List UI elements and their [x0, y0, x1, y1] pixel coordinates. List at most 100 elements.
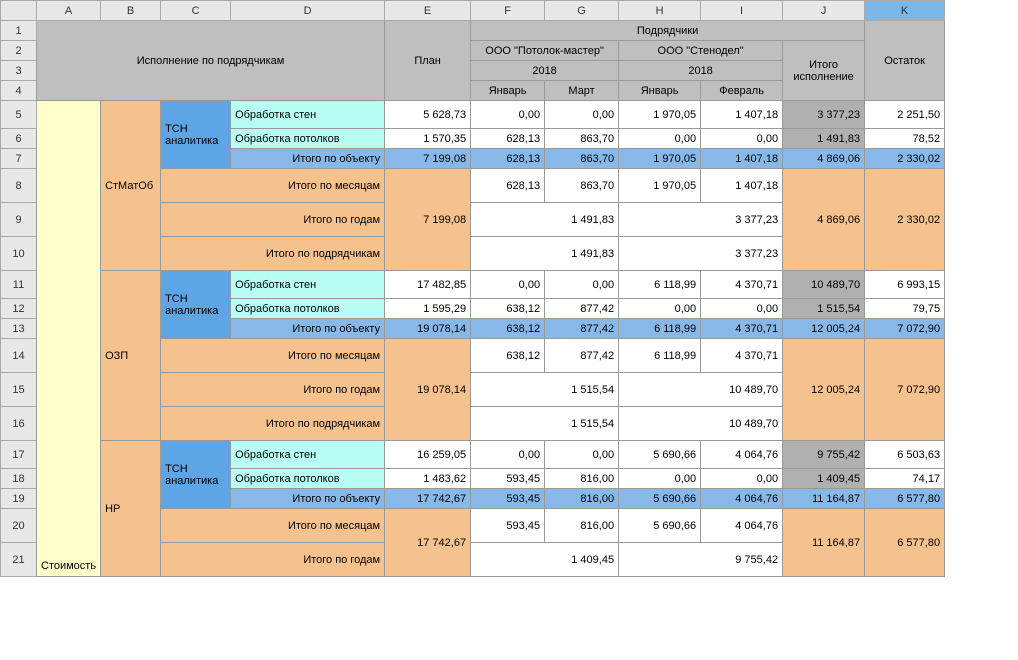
hdr-it-isp[interactable]: Итого исполнение — [783, 41, 865, 101]
hdr-c1[interactable]: ООО "Потолок-мастер" — [471, 41, 619, 61]
cell[interactable]: 4 370,71 — [701, 339, 783, 373]
lbl-it-mes-3[interactable]: Итого по месяцам — [161, 509, 385, 543]
cell[interactable]: 6 118,99 — [619, 271, 701, 299]
cell[interactable]: 0,00 — [619, 299, 701, 319]
cell[interactable]: 10 489,70 — [619, 373, 783, 407]
cell[interactable]: 0,00 — [545, 101, 619, 129]
cell[interactable]: 1 407,18 — [701, 169, 783, 203]
cell[interactable]: 6 577,80 — [865, 489, 945, 509]
row-header[interactable]: 1 — [1, 21, 37, 41]
cell[interactable]: 10 489,70 — [783, 271, 865, 299]
cell[interactable]: 0,00 — [471, 441, 545, 469]
row-header[interactable]: 10 — [1, 237, 37, 271]
col-header-i[interactable]: I — [701, 1, 783, 21]
cell[interactable]: 0,00 — [545, 441, 619, 469]
cell[interactable]: 9 755,42 — [619, 543, 783, 577]
cell[interactable]: 79,75 — [865, 299, 945, 319]
cell[interactable]: 638,12 — [471, 299, 545, 319]
cell[interactable]: 628,13 — [471, 169, 545, 203]
cell[interactable]: 1 409,45 — [471, 543, 619, 577]
col-header-b[interactable]: B — [101, 1, 161, 21]
row-header[interactable]: 7 — [1, 149, 37, 169]
lbl-it-god-1[interactable]: Итого по годам — [161, 203, 385, 237]
cell[interactable]: 4 370,71 — [701, 271, 783, 299]
cell[interactable]: 863,70 — [545, 149, 619, 169]
col-header-f[interactable]: F — [471, 1, 545, 21]
lbl-stmatob[interactable]: СтМатОб — [101, 101, 161, 271]
lbl-it-podr-2[interactable]: Итого по подрядчикам — [161, 407, 385, 441]
cell[interactable]: 1 491,83 — [783, 129, 865, 149]
row-header[interactable]: 20 — [1, 509, 37, 543]
hdr-title[interactable]: Исполнение по подрядчикам — [37, 21, 385, 101]
cell[interactable]: 863,70 — [545, 169, 619, 203]
col-header-j[interactable]: J — [783, 1, 865, 21]
hdr-jan[interactable]: Январь — [471, 81, 545, 101]
cell[interactable]: 7 072,90 — [865, 339, 945, 441]
col-header-h[interactable]: H — [619, 1, 701, 21]
cell[interactable]: 1 515,54 — [783, 299, 865, 319]
cell[interactable]: 1 407,18 — [701, 149, 783, 169]
lbl-it-mes-2[interactable]: Итого по месяцам — [161, 339, 385, 373]
lbl-it-god-3[interactable]: Итого по годам — [161, 543, 385, 577]
lbl-it-god-2[interactable]: Итого по годам — [161, 373, 385, 407]
cell[interactable]: 1 595,29 — [385, 299, 471, 319]
row-header[interactable]: 6 — [1, 129, 37, 149]
lbl-steny-2[interactable]: Обработка стен — [231, 271, 385, 299]
cell[interactable]: 7 072,90 — [865, 319, 945, 339]
cell[interactable]: 2 330,02 — [865, 149, 945, 169]
cell[interactable]: 628,13 — [471, 149, 545, 169]
row-header[interactable]: 5 — [1, 101, 37, 129]
cell[interactable]: 1 491,83 — [471, 237, 619, 271]
cell[interactable]: 4 869,06 — [783, 169, 865, 271]
cell[interactable]: 7 199,08 — [385, 149, 471, 169]
hdr-plan[interactable]: План — [385, 21, 471, 101]
lbl-potolki-2[interactable]: Обработка потолков — [231, 299, 385, 319]
hdr-feb[interactable]: Февраль — [701, 81, 783, 101]
cell[interactable]: 12 005,24 — [783, 319, 865, 339]
cell[interactable]: 6 993,15 — [865, 271, 945, 299]
cell[interactable]: 593,45 — [471, 469, 545, 489]
cell[interactable]: 3 377,23 — [619, 203, 783, 237]
row-header[interactable]: 11 — [1, 271, 37, 299]
cell[interactable]: 1 515,54 — [471, 407, 619, 441]
hdr-contractors[interactable]: Подрядчики — [471, 21, 865, 41]
cell[interactable]: 1 970,05 — [619, 169, 701, 203]
cell[interactable]: 6 503,63 — [865, 441, 945, 469]
cell[interactable]: 877,42 — [545, 319, 619, 339]
cell[interactable]: 1 407,18 — [701, 101, 783, 129]
cell[interactable]: 1 491,83 — [471, 203, 619, 237]
cell[interactable]: 0,00 — [619, 469, 701, 489]
col-header-e[interactable]: E — [385, 1, 471, 21]
cell[interactable]: 638,12 — [471, 339, 545, 373]
cell[interactable]: 628,13 — [471, 129, 545, 149]
cell[interactable]: 6 118,99 — [619, 319, 701, 339]
row-header[interactable]: 9 — [1, 203, 37, 237]
cell[interactable]: 877,42 — [545, 299, 619, 319]
cell[interactable]: 12 005,24 — [783, 339, 865, 441]
cell[interactable]: 4 869,06 — [783, 149, 865, 169]
cell[interactable]: 0,00 — [701, 469, 783, 489]
cell[interactable]: 593,45 — [471, 509, 545, 543]
cell[interactable]: 5 628,73 — [385, 101, 471, 129]
cell[interactable]: 6 118,99 — [619, 339, 701, 373]
row-header[interactable]: 3 — [1, 61, 37, 81]
cell[interactable]: 11 164,87 — [783, 489, 865, 509]
cell[interactable]: 1 483,62 — [385, 469, 471, 489]
col-header-k[interactable]: K — [865, 1, 945, 21]
cell[interactable]: 0,00 — [701, 129, 783, 149]
lbl-stoimost[interactable]: Стоимость — [37, 101, 101, 577]
cell[interactable]: 17 482,85 — [385, 271, 471, 299]
lbl-ozp[interactable]: ОЗП — [101, 271, 161, 441]
cell[interactable]: 17 742,67 — [385, 509, 471, 577]
cell[interactable]: 638,12 — [471, 319, 545, 339]
cell[interactable]: 16 259,05 — [385, 441, 471, 469]
lbl-tsn-1[interactable]: ТСН аналитика — [161, 101, 231, 169]
cell[interactable]: 4 064,76 — [701, 509, 783, 543]
cell[interactable]: 10 489,70 — [619, 407, 783, 441]
cell[interactable]: 0,00 — [471, 271, 545, 299]
cell[interactable]: 11 164,87 — [783, 509, 865, 577]
cell[interactable]: 0,00 — [471, 101, 545, 129]
cell[interactable]: 1 970,05 — [619, 101, 701, 129]
cell[interactable]: 4 064,76 — [701, 489, 783, 509]
hdr-c2[interactable]: ООО "Стенодел" — [619, 41, 783, 61]
